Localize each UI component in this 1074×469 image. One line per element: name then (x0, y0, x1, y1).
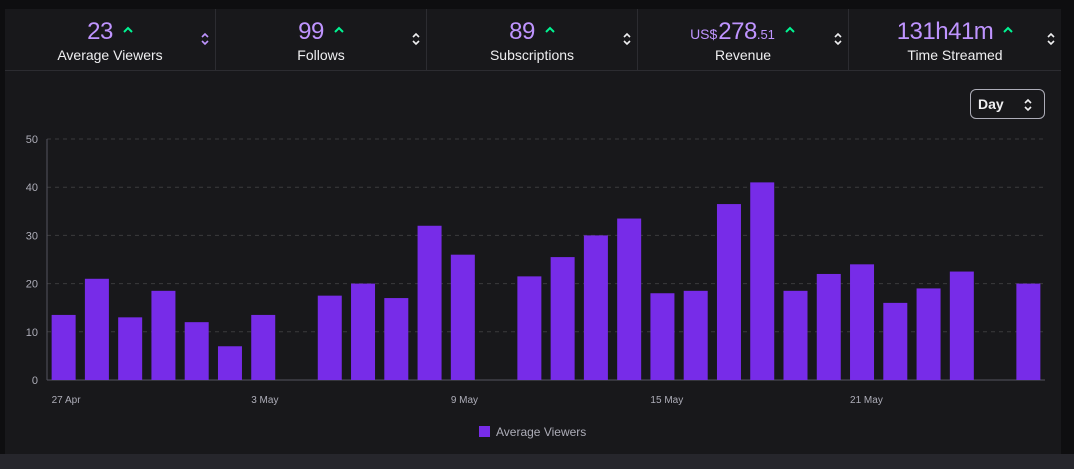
bar (1016, 283, 1041, 380)
tab-value: 131h41m (896, 18, 994, 45)
bar (949, 271, 974, 380)
bar (617, 218, 642, 380)
x-tick-label: 9 May (451, 395, 478, 406)
trend-up-icon (123, 26, 133, 33)
y-tick-label: 40 (26, 182, 38, 194)
tab-value: 23 (87, 18, 113, 45)
tab-follows[interactable]: 99 Follows (216, 9, 427, 71)
bar (683, 290, 708, 380)
tab-average-viewers[interactable]: 23 Average Viewers (5, 9, 216, 71)
bar (550, 257, 575, 380)
bar (716, 204, 741, 380)
tab-revenue[interactable]: US$ 278 .51 Revenue (638, 9, 849, 71)
sort-chevrons-icon[interactable] (833, 32, 843, 46)
sort-chevrons-icon[interactable] (1046, 32, 1056, 46)
tab-time-streamed[interactable]: 131h41m Time Streamed (849, 9, 1061, 71)
average-viewers-chart: 0 10 20 30 40 50 27 Apr 3 May 9 May 15 May 21 May A… (26, 134, 1045, 439)
bar (583, 235, 608, 380)
y-tick-label: 0 (32, 375, 38, 387)
analytics-panel: 23 Average Viewers 99 Follows 89 (5, 9, 1061, 465)
legend-label: Average Viewers (496, 425, 586, 439)
bar (450, 254, 475, 380)
tab-value-suffix: .51 (756, 27, 775, 42)
sort-chevrons-icon[interactable] (200, 32, 210, 46)
tab-label: Follows (297, 47, 345, 63)
sort-chevrons-icon[interactable] (622, 32, 632, 46)
y-tick-label: 20 (26, 279, 38, 291)
bar (118, 317, 143, 380)
bar (251, 314, 276, 380)
bar (384, 298, 409, 380)
trend-up-icon (1003, 26, 1013, 33)
metric-tabs: 23 Average Viewers 99 Follows 89 (5, 9, 1061, 71)
bar (750, 182, 775, 380)
trend-up-icon (785, 26, 795, 33)
tab-label: Time Streamed (907, 47, 1003, 63)
bar (417, 225, 442, 380)
y-tick-label: 30 (26, 230, 38, 242)
x-tick-label: 27 Apr (52, 395, 82, 406)
bottom-strip (0, 454, 1074, 469)
period-select[interactable]: Day (970, 89, 1045, 119)
bar (351, 283, 376, 380)
period-select-label: Day (978, 96, 1004, 112)
bar (850, 264, 875, 380)
x-tick-label: 3 May (251, 395, 278, 406)
bar (217, 346, 242, 380)
tab-value: 278 (718, 18, 757, 45)
tab-subscriptions[interactable]: 89 Subscriptions (427, 9, 638, 71)
bar (783, 290, 808, 380)
bar (916, 288, 941, 380)
x-tick-label: 21 May (850, 395, 883, 406)
bar (650, 293, 675, 380)
bar (317, 295, 342, 380)
trend-up-icon (334, 26, 344, 33)
tab-label: Revenue (714, 47, 772, 63)
tab-value: 89 (509, 18, 535, 45)
bar (883, 302, 908, 380)
bar (816, 273, 841, 380)
y-tick-label: 50 (26, 134, 38, 146)
tab-label: Subscriptions (489, 47, 575, 63)
bar (517, 276, 542, 380)
tab-value-prefix: US$ (690, 26, 718, 42)
bar (84, 278, 109, 380)
bar (51, 314, 76, 380)
select-chevrons-icon (1024, 98, 1032, 112)
tab-label: Average Viewers (57, 47, 163, 63)
x-tick-label: 15 May (650, 395, 683, 406)
y-tick-label: 10 (26, 327, 38, 339)
sort-chevrons-icon[interactable] (411, 32, 421, 46)
bar (151, 290, 176, 380)
legend-swatch (479, 426, 490, 437)
tab-value: 99 (298, 18, 324, 45)
bar (184, 322, 209, 380)
trend-up-icon (545, 26, 555, 33)
